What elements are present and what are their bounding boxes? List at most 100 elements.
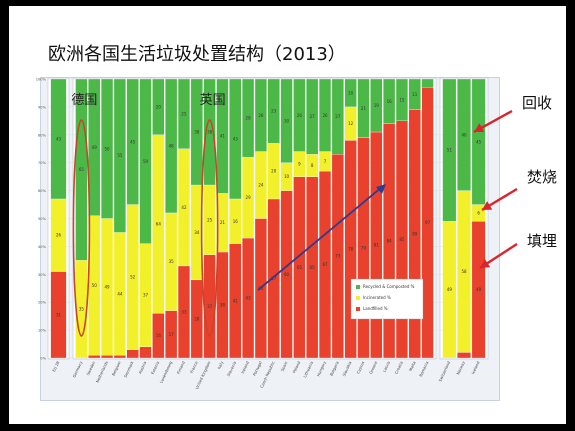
bar-segment — [331, 78, 344, 155]
data-label: 24 — [258, 183, 264, 188]
x-tick-label: Italy — [216, 360, 224, 370]
data-label: 34 — [194, 230, 200, 235]
bar-segment — [88, 355, 101, 359]
x-tick-label: Slovenia — [226, 360, 237, 377]
data-label: 79 — [361, 245, 367, 250]
bar-segment — [139, 78, 152, 244]
data-label: 84 — [387, 238, 393, 243]
data-label: 85 — [399, 237, 405, 242]
data-label: 51 — [447, 148, 453, 153]
data-label: 57 — [271, 276, 277, 281]
data-label: 38 — [194, 130, 200, 135]
data-label: 43 — [233, 136, 239, 141]
data-label: 38 — [220, 302, 226, 307]
data-label: 44 — [117, 291, 123, 296]
legend-swatch — [356, 285, 360, 289]
data-label: 78 — [348, 247, 354, 252]
data-label: 33 — [181, 309, 187, 314]
data-label: 97 — [425, 220, 431, 225]
bar-segment — [139, 346, 152, 359]
data-label: 50 — [105, 146, 111, 151]
bar-segment — [126, 78, 139, 205]
y-tick-label: 60% — [38, 189, 47, 193]
bar-segment — [203, 78, 216, 186]
bar-segment — [88, 78, 101, 216]
x-tick-label: Norway — [455, 360, 466, 376]
bar-segment — [408, 78, 421, 110]
data-label: 19 — [374, 103, 380, 108]
bar-segment — [357, 78, 370, 138]
data-label: 11 — [412, 92, 418, 97]
bar-segment — [457, 352, 471, 359]
bar-segment — [267, 78, 280, 144]
data-label: 21 — [361, 106, 367, 111]
data-label: 43 — [56, 136, 62, 141]
legend-swatch — [356, 296, 360, 300]
trend-arrow-head — [376, 184, 386, 194]
bar-segment — [177, 78, 191, 149]
data-label: 26 — [258, 113, 264, 118]
bar-segment — [229, 78, 242, 200]
annotation-label: 德国 — [71, 93, 97, 108]
x-tick-label: Austria — [137, 360, 147, 374]
data-label: 21 — [220, 220, 226, 225]
data-label: 81 — [374, 243, 380, 248]
bar-segment — [152, 78, 165, 135]
x-tick-label: Netherlands — [95, 360, 109, 383]
data-label: 65 — [310, 265, 316, 270]
x-tick-label: France — [189, 360, 199, 374]
bar-segment — [457, 78, 471, 191]
data-label: 89 — [412, 231, 418, 236]
data-label: 30 — [284, 118, 290, 123]
data-label: 45 — [130, 139, 136, 144]
bar-segment — [254, 78, 267, 152]
x-tick-label: Cyprus — [355, 360, 365, 374]
label-landfill: 填埋 — [527, 232, 558, 250]
data-label: 9 — [298, 162, 301, 167]
bar-segment — [280, 78, 293, 163]
data-label: 23 — [271, 109, 277, 114]
data-label: 12 — [348, 121, 354, 126]
data-label: 20 — [156, 104, 162, 109]
data-label: 8 — [311, 163, 314, 168]
bar-segment — [75, 78, 88, 261]
x-tick-label: Malta — [408, 360, 417, 372]
data-label: 25 — [181, 111, 187, 116]
bar-segment — [318, 78, 332, 152]
bar-segment — [383, 78, 396, 124]
x-tick-label: Switzerland — [437, 360, 451, 383]
data-label: 37 — [207, 304, 213, 309]
data-label: 27 — [310, 114, 316, 119]
x-tick-label: Ireland — [240, 360, 250, 375]
y-tick-label: 90% — [38, 105, 47, 109]
y-tick-label: 10% — [38, 329, 47, 333]
data-label: 27 — [335, 114, 341, 119]
trend-arrow-line — [257, 186, 383, 291]
data-label: 17 — [169, 332, 175, 337]
data-label: 49 — [447, 287, 453, 292]
data-label: 16 — [387, 99, 393, 104]
data-label: 55 — [117, 153, 123, 158]
x-tick-label: Belgium — [111, 360, 122, 376]
arrow-recycle-head — [474, 123, 485, 133]
x-tick-label: Luxembourg — [159, 360, 174, 384]
data-label: 49 — [92, 145, 98, 150]
x-tick-label: Lithuania — [302, 360, 314, 378]
data-label: 16 — [233, 219, 239, 224]
x-tick-label: Poland — [291, 360, 301, 374]
data-label: 10 — [348, 90, 354, 95]
x-tick-label: Latvia — [382, 360, 391, 373]
bar-segment — [344, 78, 357, 108]
bar-segment — [113, 355, 126, 359]
data-label: 28 — [194, 316, 200, 321]
data-label: 7 — [324, 159, 327, 164]
x-tick-label: Finland — [176, 360, 187, 375]
legend-swatch — [356, 307, 360, 311]
data-label: 25 — [207, 217, 213, 222]
annotation-circle — [72, 119, 91, 337]
data-label: 60 — [284, 272, 290, 277]
data-label: 38 — [207, 130, 213, 135]
y-tick-label: 40% — [38, 245, 47, 249]
bar-segment — [293, 78, 306, 152]
